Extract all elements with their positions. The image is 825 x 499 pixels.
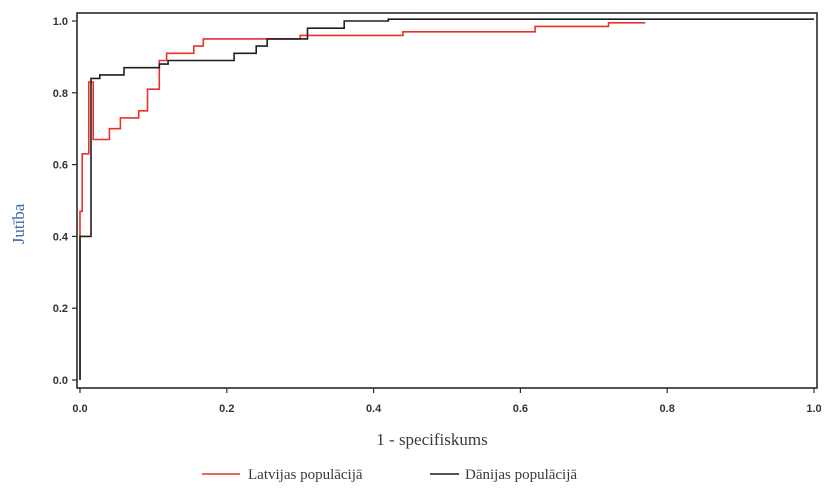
x-tick-label: 0.0 [72,403,87,415]
x-tick-label: 0.8 [660,403,675,415]
legend-label-danijas: Dānijas populācijā [465,467,577,483]
series-line-1 [79,18,814,380]
series-line-0 [79,21,646,380]
y-tick-label: 0.4 [53,231,69,243]
y-tick-label: 0.8 [53,88,68,100]
x-tick-label: 0.2 [219,403,234,415]
y-tick-label: 0.6 [53,160,68,172]
y-axis-title: Jutība [9,203,28,244]
plot-frame [76,12,818,389]
y-tick-label: 1.0 [53,16,68,28]
x-axis-title: 1 - specifiskums [376,430,487,449]
y-tick-label: 0.0 [53,375,68,387]
x-tick-label: 0.6 [513,403,528,415]
x-tick-label: 1.0 [806,403,821,415]
y-tick-label: 0.2 [53,303,68,315]
x-tick-label: 0.4 [366,403,382,415]
legend-label-latvijas: Latvijas populācijā [248,467,363,483]
legend: Latvijas populācijā Dānijas populācijā [202,467,577,483]
